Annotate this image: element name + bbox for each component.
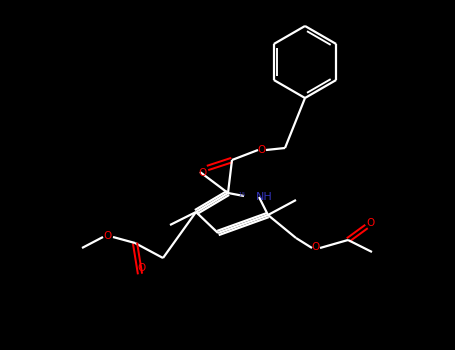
Text: O: O	[258, 145, 266, 155]
Text: NH: NH	[256, 192, 272, 202]
Text: O: O	[198, 168, 207, 177]
Text: O: O	[104, 231, 112, 241]
Text: $^{15}$: $^{15}$	[238, 191, 245, 197]
Text: O: O	[366, 218, 374, 228]
Text: O: O	[137, 263, 145, 273]
Text: O: O	[312, 242, 320, 252]
